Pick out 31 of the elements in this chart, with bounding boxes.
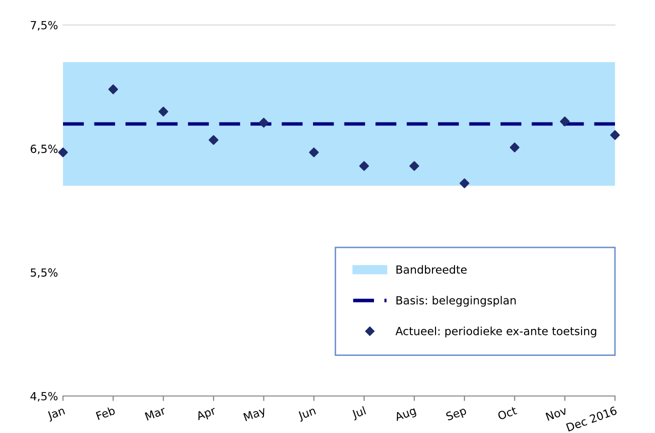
legend-label: Actueel: periodieke ex-ante toetsing <box>395 326 596 338</box>
x-tick-label: Jul <box>350 406 367 421</box>
point <box>409 161 420 171</box>
point <box>309 148 319 158</box>
point <box>460 178 470 188</box>
legend-label: Bandbreedte <box>396 265 467 274</box>
point <box>208 135 218 145</box>
x-tick-label: Sep <box>446 406 468 423</box>
point <box>58 148 68 158</box>
point <box>258 118 269 128</box>
x-tick-label: Apr <box>196 406 218 422</box>
y-tick-label: 5,5% <box>30 268 58 278</box>
legend-label: Basis: beleggingsplan <box>396 296 516 307</box>
point <box>359 161 369 171</box>
y-tick-label: 4,5% <box>30 392 58 402</box>
x-tick-label: May <box>243 406 268 424</box>
x-tick-label: Aug <box>394 406 417 424</box>
y-tick-label: 6,5% <box>30 144 58 154</box>
x-tick-label: Dec 2016 <box>566 406 618 432</box>
x-tick-label: Nov <box>546 406 568 421</box>
point <box>108 84 118 94</box>
x-tick-label: Oct <box>497 406 518 420</box>
point <box>560 116 570 126</box>
x-tick-label: Jan <box>46 406 66 422</box>
y-tick-label: 7,5% <box>30 20 58 31</box>
x-tick-label: Mar <box>144 406 166 421</box>
x-tick-label: Jun <box>297 406 317 422</box>
point <box>610 130 620 140</box>
x-tick-label: Feb <box>96 406 116 420</box>
point <box>158 106 168 116</box>
point <box>510 142 520 152</box>
